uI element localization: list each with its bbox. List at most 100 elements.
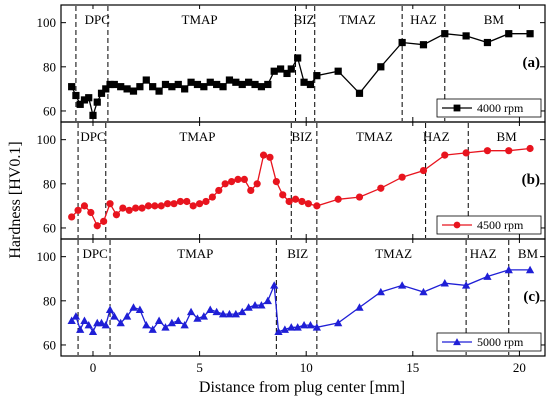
data-point (144, 202, 153, 210)
legend-label: 4500 rpm (477, 218, 524, 232)
data-point (181, 85, 189, 93)
data-point (193, 80, 202, 89)
series-line (71, 147, 531, 227)
data-point (251, 80, 259, 89)
panel-label: (a) (523, 55, 541, 71)
panel-label: (c) (523, 289, 540, 305)
data-point (193, 314, 202, 322)
data-point (398, 281, 407, 289)
data-point (219, 83, 227, 91)
x-axis-title: Distance from plug center [mm] (199, 379, 405, 396)
data-point (240, 175, 248, 183)
data-point (106, 80, 114, 89)
data-point (355, 193, 364, 201)
data-point (306, 80, 315, 89)
data-point (247, 186, 255, 195)
legend-box (436, 215, 542, 235)
data-point (227, 178, 236, 186)
data-point (206, 305, 215, 313)
data-point (206, 78, 214, 86)
data-point (213, 80, 221, 89)
data-point (483, 272, 492, 280)
data-point (294, 54, 302, 62)
data-point (419, 41, 428, 49)
zone-label-bm: BM (484, 12, 505, 27)
data-point (157, 202, 165, 210)
data-point (283, 69, 291, 78)
zone-label-tmap: TMAP (179, 129, 215, 144)
zone-label-dpc: DPC (82, 246, 107, 261)
data-point (125, 206, 133, 214)
legend-marker (453, 338, 461, 346)
data-point (167, 318, 177, 327)
data-point (154, 316, 164, 324)
data-point (461, 281, 471, 289)
data-point (85, 94, 93, 102)
data-point (116, 318, 125, 327)
zone-label-tmaz: TMAZ (375, 246, 412, 261)
data-point (119, 204, 127, 212)
data-point (110, 312, 119, 320)
data-point (93, 222, 101, 230)
data-point (266, 153, 274, 161)
data-point (97, 318, 106, 327)
data-point (238, 80, 246, 89)
data-point (135, 305, 145, 313)
data-point (74, 206, 82, 214)
data-point (377, 184, 385, 192)
data-point (174, 80, 182, 89)
data-point (105, 305, 115, 313)
legend-label: 4000 rpm (477, 101, 524, 115)
data-point (122, 312, 132, 320)
data-point (164, 200, 172, 208)
series-line (71, 269, 531, 334)
y-tick-label: 60 (43, 337, 56, 352)
data-point (313, 72, 321, 80)
data-point (225, 76, 234, 84)
zone-label-bm: BM (497, 129, 518, 144)
zone-label-haz: HAZ (423, 129, 450, 144)
data-point (148, 325, 157, 333)
y-tick-label: 100 (37, 249, 57, 264)
data-point (225, 309, 234, 318)
zone-label-tmaz: TMAZ (356, 129, 393, 144)
data-point (67, 316, 76, 324)
data-point (129, 87, 138, 95)
data-point (334, 318, 343, 327)
data-point (80, 96, 89, 104)
data-point (149, 83, 157, 91)
data-point (176, 197, 185, 206)
y-tick-label: 60 (43, 220, 56, 235)
data-point (238, 307, 247, 316)
data-point (272, 178, 280, 186)
data-point (234, 175, 242, 183)
data-point (180, 320, 189, 329)
data-point (244, 303, 253, 311)
data-point (462, 149, 470, 157)
data-point (102, 85, 110, 93)
data-point (170, 200, 178, 208)
zone-label-haz: HAZ (410, 12, 437, 27)
data-point (221, 180, 229, 188)
data-point (398, 38, 406, 47)
data-point (504, 265, 513, 274)
data-point (80, 316, 89, 324)
panel-label: (b) (522, 172, 540, 188)
data-point (355, 89, 364, 97)
data-point (76, 100, 84, 108)
data-point (101, 320, 110, 329)
x-tick-label: 0 (90, 360, 97, 375)
data-point (110, 80, 118, 89)
data-point (231, 309, 240, 318)
data-point (298, 197, 306, 206)
data-point (199, 312, 208, 320)
zone-label-biz: BIZ (291, 129, 312, 144)
data-point (287, 323, 296, 331)
y-tick-label: 60 (43, 103, 56, 118)
data-point (253, 180, 261, 188)
data-point (212, 307, 221, 316)
data-point (263, 296, 272, 305)
data-point (257, 83, 266, 91)
